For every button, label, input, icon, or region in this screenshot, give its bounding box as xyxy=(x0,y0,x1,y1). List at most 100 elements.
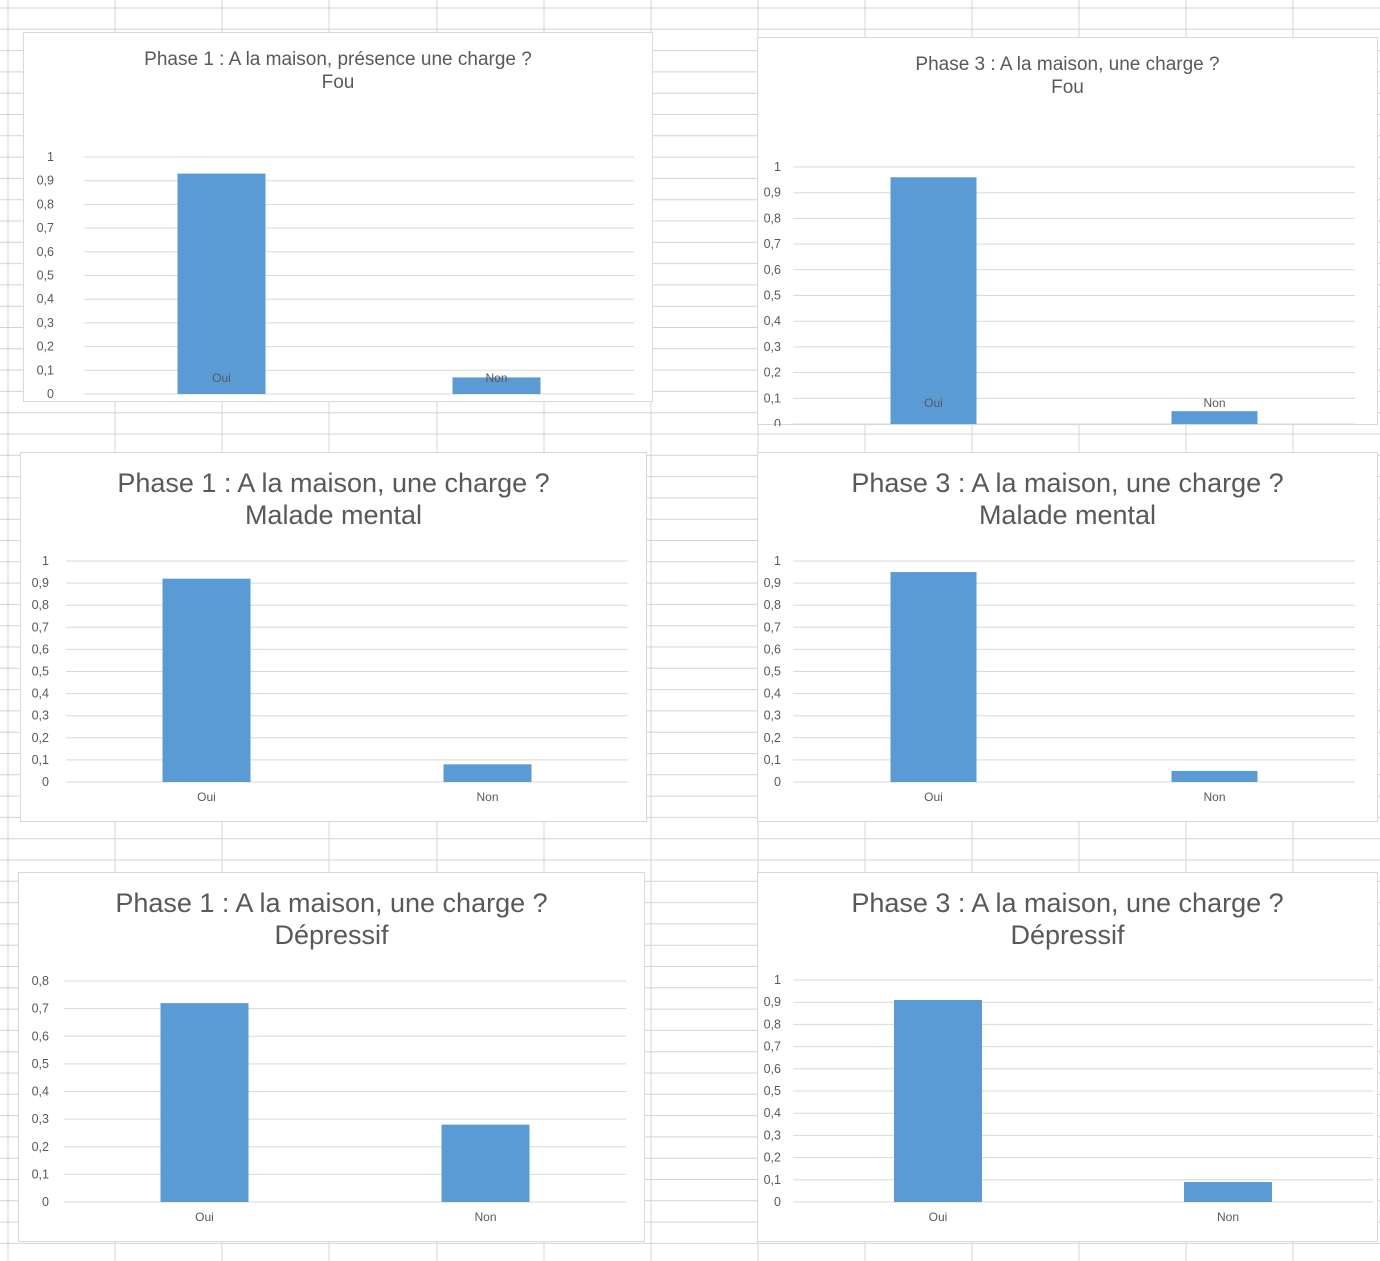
y-tick-label: 0,1 xyxy=(764,753,781,767)
chart-title-line: Phase 1 : A la maison, une charge ? xyxy=(115,888,548,918)
y-tick-label: 0,1 xyxy=(37,363,54,377)
chart-title-line: Phase 1 : A la maison, présence une char… xyxy=(144,49,532,70)
y-tick-label: 0,7 xyxy=(764,620,781,634)
y-tick-label: 0,4 xyxy=(764,314,781,328)
y-tick-label: 1 xyxy=(774,554,781,568)
y-tick-label: 0,2 xyxy=(37,340,54,354)
y-tick-label: 1 xyxy=(774,973,781,987)
chart-title: Phase 1 : A la maison, une charge ? Mala… xyxy=(21,467,646,532)
chart-phase1-malade-mental[interactable]: Phase 1 : A la maison, une charge ? Mala… xyxy=(20,452,647,822)
chart-plot: 0 0,1 0,2 0,3 0,4 0,5 0,6 0,7 0,8 0,9 1 Oui Non xyxy=(764,973,1373,1224)
y-tick-label: 0,2 xyxy=(32,1140,49,1154)
y-tick-label: 0,4 xyxy=(764,1106,781,1120)
bar-non xyxy=(441,1124,530,1202)
bar-oui xyxy=(894,999,982,1202)
chart-title: Phase 3 : A la maison, une charge ? Mala… xyxy=(758,467,1377,532)
y-tick-label: 0,9 xyxy=(764,995,781,1009)
bar-oui xyxy=(162,578,251,782)
y-tick-label: 0,3 xyxy=(764,340,781,354)
y-tick-label: 0,4 xyxy=(764,687,781,701)
y-tick-label: 0,6 xyxy=(32,1029,49,1043)
x-category-label: Oui xyxy=(929,1210,948,1224)
x-category-label: Oui xyxy=(924,396,943,410)
x-category-label: Oui xyxy=(195,1210,214,1224)
bar-oui xyxy=(890,572,977,782)
y-tick-label: 0,7 xyxy=(32,620,49,634)
y-tick-label: 0 xyxy=(42,775,49,789)
y-tick-label: 0 xyxy=(42,1195,49,1209)
x-category-label: Non xyxy=(474,1210,496,1224)
y-tick-label: 0,8 xyxy=(764,211,781,225)
x-category-label: Non xyxy=(485,371,507,385)
chart-title-line: Phase 3 : A la maison, une charge ? xyxy=(851,468,1284,498)
chart-plot: 0 0,1 0,2 0,3 0,4 0,5 0,6 0,7 0,8 0,9 1 Oui Non xyxy=(764,554,1355,804)
y-tick-label: 0,6 xyxy=(764,1062,781,1076)
y-tick-label: 0,3 xyxy=(32,709,49,723)
chart-plot: 0 0,1 0,2 0,3 0,4 0,5 0,6 0,7 0,8 Oui Non xyxy=(32,974,626,1224)
y-tick-label: 0,8 xyxy=(764,1017,781,1031)
chart-title: Phase 1 : A la maison, une charge ? Dépr… xyxy=(19,887,644,952)
bar-non xyxy=(1171,411,1258,424)
chart-phase3-fou[interactable]: Phase 3 : A la maison, une charge ? Fou … xyxy=(757,37,1378,426)
chart-title: Phase 3 : A la maison, une charge ? Dépr… xyxy=(758,887,1377,952)
chart-title-line: Phase 1 : A la maison, une charge ? xyxy=(117,468,550,498)
y-tick-label: 0,5 xyxy=(37,269,54,283)
chart-subtitle: Fou xyxy=(321,71,355,93)
chart-phase3-malade-mental[interactable]: Phase 3 : A la maison, une charge ? Mala… xyxy=(757,452,1378,822)
y-tick-label: 0,6 xyxy=(32,642,49,656)
chart-title: Phase 3 : A la maison, une charge ? Fou xyxy=(758,54,1377,100)
y-tick-label: 0,9 xyxy=(764,576,781,590)
y-tick-label: 0,2 xyxy=(764,366,781,380)
y-tick-label: 0,1 xyxy=(764,1173,781,1187)
y-tick-label: 0 xyxy=(774,775,781,789)
y-tick-label: 0,7 xyxy=(37,221,54,235)
chart-title: Phase 1 : A la maison, présence une char… xyxy=(24,49,652,95)
y-tick-label: 0,3 xyxy=(37,316,54,330)
chart-plot: 0 0,1 0,2 0,3 0,4 0,5 0,6 0,7 0,8 0,9 1 Oui Non xyxy=(764,160,1355,426)
y-tick-label: 0,6 xyxy=(764,642,781,656)
x-category-label: Non xyxy=(1217,1210,1239,1224)
y-tick-label: 1 xyxy=(47,150,54,164)
y-tick-label: 0,5 xyxy=(764,1084,781,1098)
bar-oui xyxy=(890,177,977,424)
y-tick-label: 1 xyxy=(774,160,781,174)
y-tick-label: 0,7 xyxy=(764,237,781,251)
y-tick-label: 0,6 xyxy=(764,263,781,277)
chart-plot: 0 0,1 0,2 0,3 0,4 0,5 0,6 0,7 0,8 0,9 1 Oui Non xyxy=(32,554,628,804)
bar-non xyxy=(1184,1182,1272,1202)
y-tick-label: 0 xyxy=(47,387,54,401)
bar-oui xyxy=(160,1003,249,1202)
y-tick-label: 0,9 xyxy=(37,174,54,188)
y-tick-label: 0,1 xyxy=(32,1167,49,1181)
bar-non xyxy=(452,377,541,394)
y-tick-label: 0,1 xyxy=(32,753,49,767)
x-category-label: Oui xyxy=(212,371,231,385)
bar-non xyxy=(443,764,532,782)
chart-subtitle: Dépressif xyxy=(274,920,389,951)
y-tick-label: 0,9 xyxy=(764,186,781,200)
chart-subtitle: Malade mental xyxy=(244,500,423,531)
x-category-label: Oui xyxy=(197,790,216,804)
y-tick-label: 0,7 xyxy=(32,1002,49,1016)
chart-plot: 0 0,1 0,2 0,3 0,4 0,5 0,6 0,7 0,8 0,9 1 Oui Non xyxy=(37,150,634,401)
y-tick-label: 0,4 xyxy=(32,1085,49,1099)
chart-title-line: Phase 3 : A la maison, une charge ? xyxy=(851,888,1284,918)
y-tick-label: 0,5 xyxy=(764,665,781,679)
y-tick-label: 0,8 xyxy=(32,974,49,988)
chart-subtitle: Fou xyxy=(1051,76,1084,98)
x-category-label: Oui xyxy=(924,790,943,804)
y-tick-label: 0,7 xyxy=(764,1040,781,1054)
y-tick-label: 0,3 xyxy=(764,1128,781,1142)
y-tick-label: 0,2 xyxy=(32,731,49,745)
y-tick-label: 0,8 xyxy=(37,197,54,211)
y-tick-label: 0,4 xyxy=(32,687,49,701)
y-tick-label: 0,1 xyxy=(764,391,781,405)
y-tick-label: 0,8 xyxy=(764,598,781,612)
chart-phase1-fou[interactable]: Phase 1 : A la maison, présence une char… xyxy=(23,32,653,402)
y-tick-label: 0,2 xyxy=(764,731,781,745)
x-category-label: Non xyxy=(1203,790,1225,804)
chart-phase3-depressif[interactable]: Phase 3 : A la maison, une charge ? Dépr… xyxy=(757,872,1378,1242)
chart-phase1-depressif[interactable]: Phase 1 : A la maison, une charge ? Dépr… xyxy=(18,872,645,1242)
y-tick-label: 0,3 xyxy=(32,1112,49,1126)
y-tick-label: 0 xyxy=(774,1195,781,1209)
